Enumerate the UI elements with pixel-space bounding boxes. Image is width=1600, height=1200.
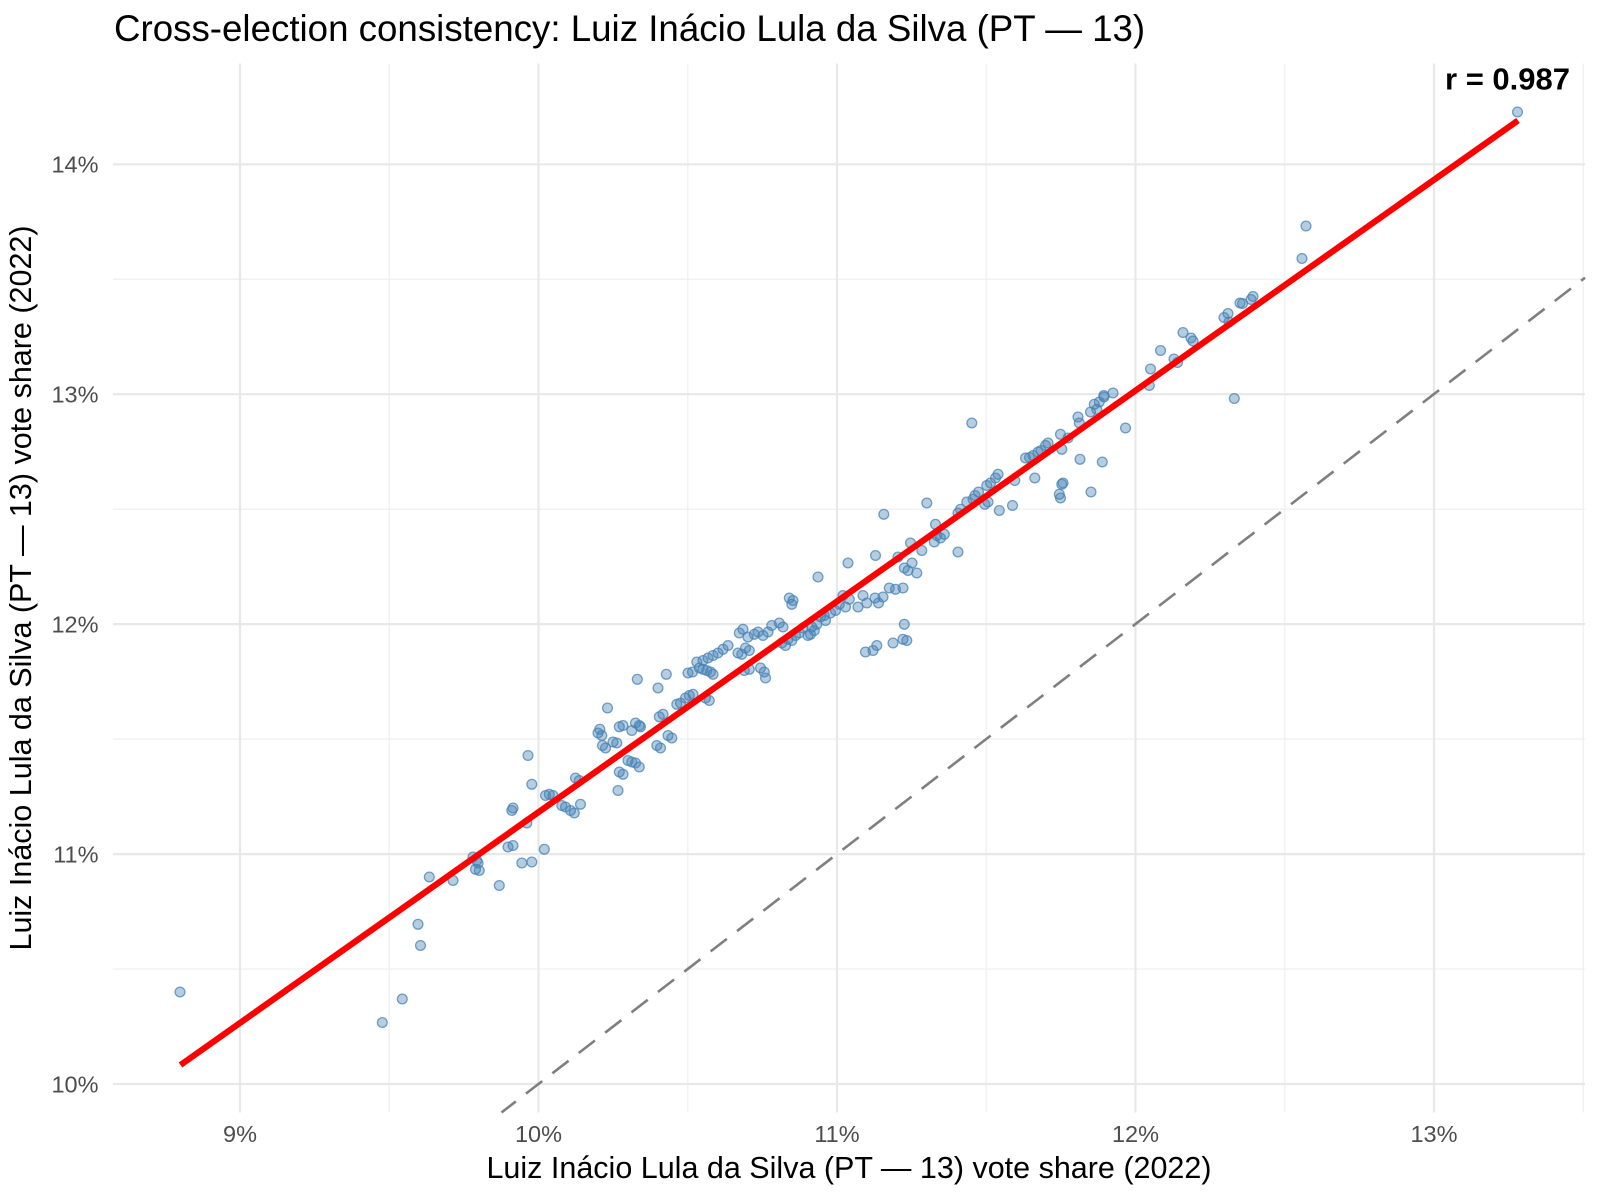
svg-text:11%: 11% [53, 842, 98, 868]
svg-text:13%: 13% [1410, 1121, 1457, 1147]
svg-text:14%: 14% [51, 152, 98, 178]
svg-text:Luiz Inácio Lula da Silva (PT: Luiz Inácio Lula da Silva (PT — 13) vote… [4, 225, 38, 950]
svg-text:12%: 12% [51, 612, 98, 638]
svg-text:13%: 13% [51, 382, 98, 408]
svg-text:Luiz Inácio Lula da Silva (PT: Luiz Inácio Lula da Silva (PT — 13) vote… [486, 1151, 1211, 1185]
svg-text:r = 0.987: r = 0.987 [1445, 62, 1570, 97]
svg-text:10%: 10% [515, 1121, 562, 1147]
svg-text:11%: 11% [814, 1121, 859, 1147]
svg-text:Cross-election consistency: Lu: Cross-election consistency: Luiz Inácio … [114, 8, 1145, 49]
svg-text:9%: 9% [223, 1121, 257, 1147]
svg-text:10%: 10% [51, 1071, 98, 1097]
svg-text:12%: 12% [1112, 1121, 1159, 1147]
